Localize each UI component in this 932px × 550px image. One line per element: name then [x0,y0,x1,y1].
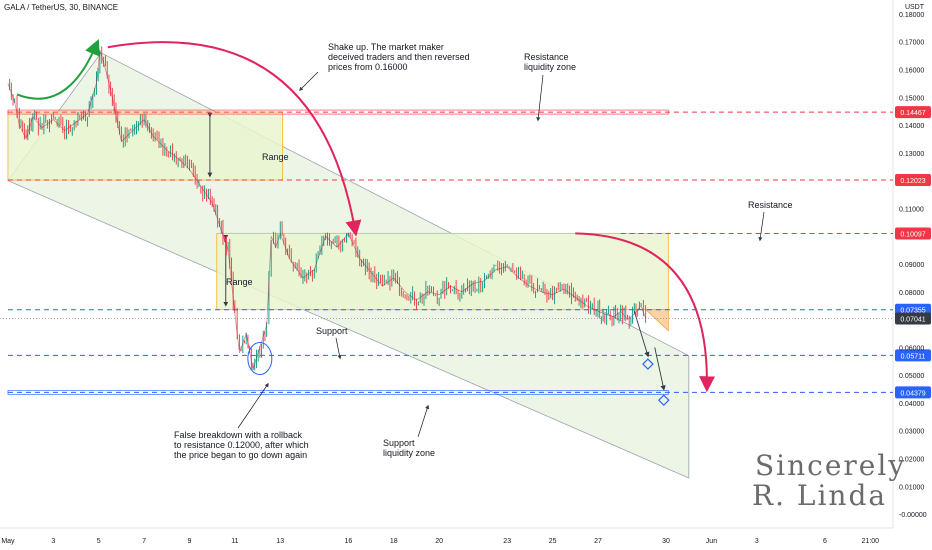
range-annotation-top: Range [262,152,289,162]
false-breakdown-pointer [237,382,269,429]
support-liquidity-pointer [417,404,430,438]
y-tick-0.08000: 0.08000 [899,290,924,297]
x-tick-11: 11 [231,538,238,545]
price-line [7,49,646,370]
y-tick-0.03000: 0.03000 [899,429,924,436]
x-tick-18: 18 [390,538,398,545]
chart-title: GALA / TetherUS, 30, BINANCE [4,3,119,12]
level-label-0.07355: 0.07355 [900,308,925,315]
support-pointer [335,337,342,360]
x-tick-30: 30 [662,538,670,545]
y-tick-0.06000: 0.06000 [899,345,924,352]
resistance-pointer [758,211,765,242]
target-marker-1 [642,358,654,370]
x-tick-5: 5 [97,538,101,545]
range-annotation-middle: Range [226,277,253,287]
y-tick--0.00000: -0.00000 [899,512,927,519]
x-tick-7: 7 [142,538,146,545]
support-liquidity-annotation: Support liquidity zone [383,438,436,458]
x-tick-May: May [1,538,15,545]
x-tick-21:00: 21:00 [862,538,880,545]
y-tick-0.04000: 0.04000 [899,401,924,408]
shake-up-pointer [299,71,319,91]
red-curved-arrow-1 [107,41,362,237]
y-tick-0.17000: 0.17000 [899,40,924,47]
level-label-bg-0.12023 [895,173,931,186]
current-price-label: 0.07041 [900,316,925,323]
y-tick-0.16000: 0.16000 [899,67,924,74]
level-label-bg-0.05711 [895,349,931,362]
support-annotation: Support [316,326,348,336]
price-unit: USDT [904,4,924,11]
x-tick-9: 9 [188,538,192,545]
y-tick-0.01000: 0.01000 [899,484,924,491]
signature-line2: R. Linda [752,479,888,512]
target-marker-2 [657,394,670,407]
red-curved-arrow-2 [575,232,716,393]
false-breakdown-annotation: False breakdown with a rollback to resis… [174,430,309,460]
x-tick-27: 27 [594,538,602,545]
y-tick-0.14000: 0.14000 [899,123,924,130]
green-curved-arrow [16,38,100,100]
y-tick-0.02000: 0.02000 [899,457,924,464]
x-tick-13: 13 [276,538,284,545]
y-tick-0.05000: 0.05000 [899,373,924,380]
liquidity-zone-6 [7,390,669,395]
level-label-bg-0.10097 [895,227,931,240]
x-tick-Jun: Jun [706,538,717,545]
x-tick-6: 6 [823,538,827,545]
y-tick-0.11000: 0.11000 [899,206,924,213]
level-label-0.14467: 0.14467 [900,110,925,117]
level-label-bg-0.14467 [895,106,931,119]
resistance-liquidity-annotation: Resistance liquidity zone [524,52,577,72]
y-tick-0.18000: 0.18000 [899,12,924,19]
resistance-liquidity-pointer [536,74,544,122]
projection-arrow-1 [633,311,650,358]
liquidity-zone-1 [7,109,669,115]
x-tick-3: 3 [755,538,759,545]
level-label-bg-0.04379 [895,386,931,399]
x-tick-20: 20 [435,538,443,545]
y-tick-0.09000: 0.09000 [899,262,924,269]
x-tick-23: 23 [503,538,511,545]
projection-arrow-2 [654,347,666,391]
shake-up-annotation: Shake up. The market maker deceived trad… [328,42,470,72]
y-tick-0.15000: 0.15000 [899,95,924,102]
y-tick-0.13000: 0.13000 [899,151,924,158]
current-price-label-bg [895,312,931,325]
signature-line1: Sincerely [755,449,907,482]
level-label-0.04379: 0.04379 [900,390,925,397]
resistance-annotation: Resistance [748,200,793,210]
x-tick-25: 25 [549,538,557,545]
false-breakdown-circle [247,341,273,375]
x-tick-16: 16 [344,538,352,545]
range-zone-2 [216,232,669,311]
x-tick-3: 3 [51,538,55,545]
level-label-0.05711: 0.05711 [901,353,926,360]
level-label-0.10097: 0.10097 [900,232,925,239]
level-label-0.12023: 0.12023 [900,178,925,185]
